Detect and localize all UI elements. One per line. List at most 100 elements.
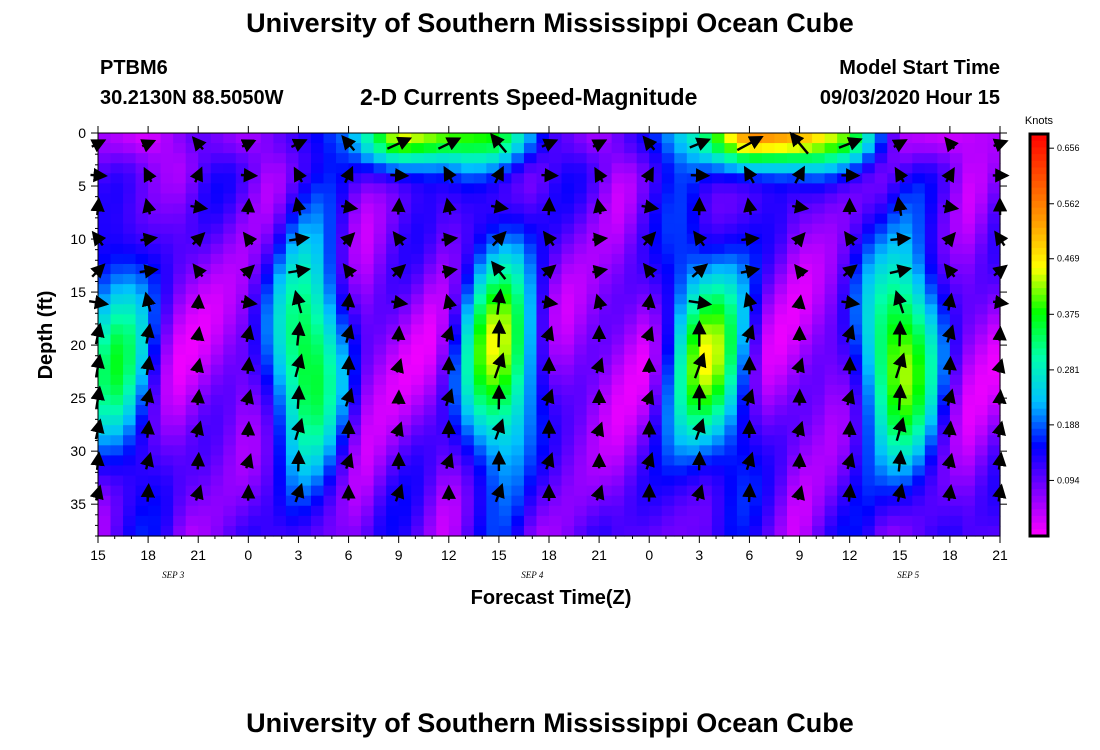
heatmap-cell [198, 505, 212, 517]
heatmap-cell [661, 133, 675, 144]
heatmap-cell [248, 354, 262, 366]
heatmap-cell [874, 133, 888, 144]
heatmap-cell [248, 153, 262, 164]
heatmap-cell [248, 304, 262, 315]
heatmap-cell [912, 405, 926, 416]
heatmap-cell [110, 183, 124, 195]
heatmap-cell [849, 485, 863, 497]
heatmap-cell [799, 425, 813, 436]
heatmap-cell [561, 314, 575, 326]
heatmap-cell [110, 203, 124, 215]
heatmap-cell [937, 324, 951, 336]
heatmap-cell [123, 213, 137, 225]
heatmap-cell [799, 334, 813, 346]
heatmap-cell [473, 143, 487, 154]
heatmap-cell [310, 143, 325, 154]
heatmap-cell [148, 223, 162, 235]
current-vector [791, 165, 805, 184]
heatmap-cell [536, 435, 550, 446]
heatmap-cell [774, 415, 788, 426]
heatmap-cell [711, 354, 725, 366]
colorbar-segment [1030, 455, 1048, 463]
heatmap-cell [135, 163, 149, 174]
heatmap-cell [674, 263, 688, 275]
heatmap-cell [799, 284, 813, 295]
heatmap-cell [686, 203, 700, 215]
heatmap-cell [248, 485, 262, 497]
heatmap-cell [912, 384, 926, 396]
current-vector [240, 388, 255, 406]
current-vector [288, 264, 311, 279]
heatmap-cell [649, 314, 663, 326]
current-vector [342, 263, 358, 280]
heatmap-cell [523, 193, 538, 205]
heatmap-cell [674, 213, 688, 225]
heatmap-cell [511, 173, 525, 184]
heatmap-cell [198, 284, 212, 295]
current-vector [693, 230, 708, 247]
current-vector [341, 355, 356, 376]
heatmap-cell [736, 384, 751, 396]
heatmap-cell [599, 445, 613, 456]
heatmap-cell [549, 344, 563, 356]
heatmap-cell [148, 314, 162, 326]
heatmap-cell [949, 384, 964, 396]
heatmap-cell [273, 415, 287, 426]
heatmap-cell [699, 485, 713, 497]
heatmap-cell [636, 284, 650, 295]
heatmap-cell [398, 445, 412, 456]
heatmap-cell [210, 183, 224, 195]
heatmap-cell [724, 143, 738, 154]
heatmap-cell [235, 525, 249, 537]
current-vector [240, 139, 257, 153]
heatmap-cell [899, 314, 913, 326]
heatmap-cell [298, 304, 312, 315]
heatmap-cell [624, 354, 638, 366]
heatmap-cell [974, 193, 989, 205]
heatmap-cell [386, 223, 400, 235]
heatmap-cell [273, 435, 287, 446]
heatmap-cell [736, 505, 751, 517]
heatmap-cell [624, 505, 638, 517]
heatmap-cell [624, 394, 638, 406]
current-vector [491, 418, 506, 440]
heatmap-cell [586, 525, 600, 537]
heatmap-cell [148, 515, 162, 527]
heatmap-cell [198, 173, 212, 184]
heatmap-cell [373, 525, 387, 537]
heatmap-cell [711, 425, 725, 436]
heatmap-cell [561, 394, 575, 406]
heatmap-cell [461, 213, 475, 225]
heatmap-cell [260, 304, 274, 315]
heatmap-cell [448, 223, 462, 235]
heatmap-cell [210, 133, 224, 144]
heatmap-cell [185, 384, 199, 396]
heatmap-cell [774, 384, 788, 396]
heatmap-cell [223, 374, 237, 386]
heatmap-cell [310, 344, 325, 356]
heatmap-cell [924, 223, 938, 235]
heatmap-cell [674, 425, 688, 436]
heatmap-cell [611, 384, 625, 396]
heatmap-cell [574, 394, 588, 406]
heatmap-cell [423, 525, 437, 537]
heatmap-cell [198, 354, 212, 366]
heatmap-cell [273, 354, 287, 366]
heatmap-cell [799, 515, 813, 527]
heatmap-cell [486, 193, 500, 205]
heatmap-cell [448, 364, 462, 376]
heatmap-cell [185, 193, 199, 205]
model-start-value: 09/03/2020 Hour 15 [819, 87, 1000, 109]
heatmap-cell [173, 223, 187, 235]
heatmap-cell [787, 465, 801, 477]
heatmap-cell [110, 163, 124, 174]
heatmap-cell [386, 153, 400, 164]
heatmap-cell [310, 163, 325, 174]
heatmap-cell [611, 425, 625, 436]
heatmap-cell [348, 274, 362, 285]
heatmap-cell [711, 475, 725, 487]
heatmap-cell [686, 143, 700, 154]
heatmap-cell [210, 364, 224, 376]
heatmap-cell [849, 394, 863, 406]
heatmap-cell [511, 515, 525, 527]
